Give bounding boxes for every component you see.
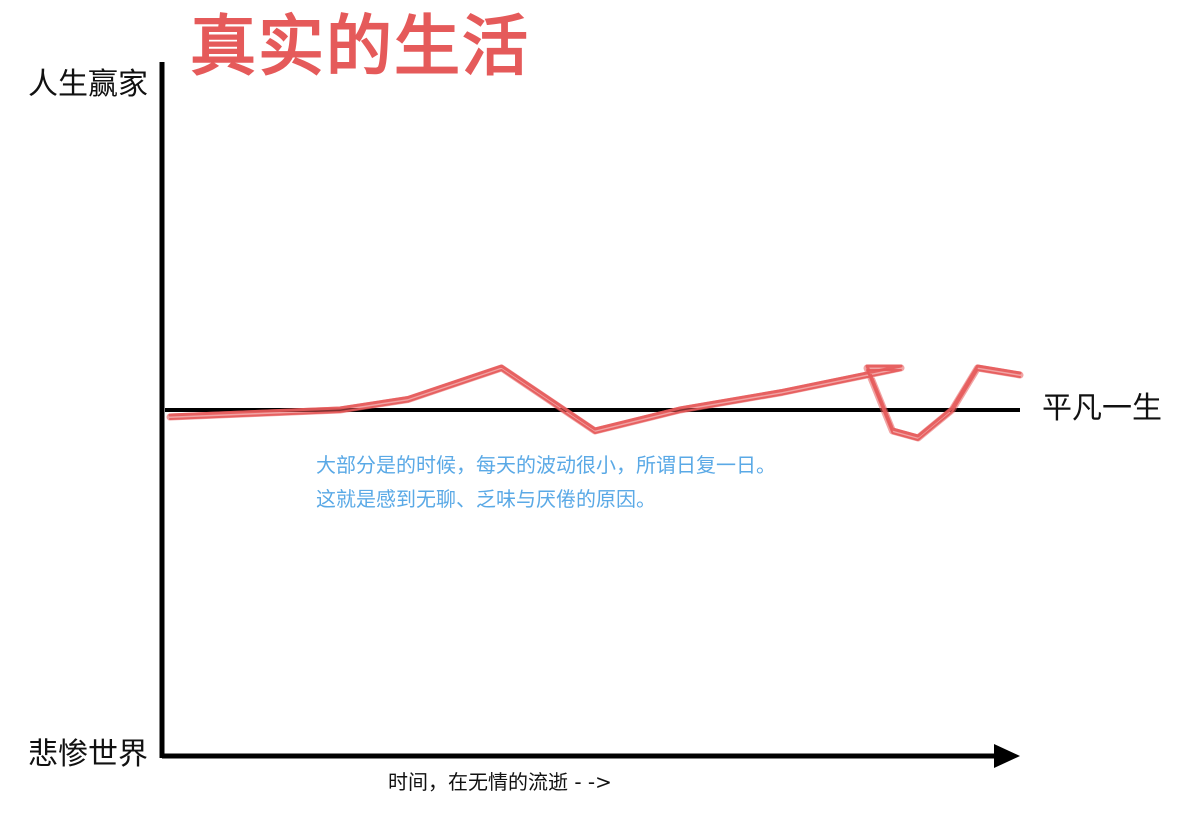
annotation-line-1: 大部分是的时候，每天的波动很小，所谓日复一日。 [316, 453, 776, 477]
annotation-line-2: 这就是感到无聊、乏味与厌倦的原因。 [316, 487, 656, 511]
baseline-label: 平凡一生 [1042, 391, 1162, 426]
life-line-stroke-3 [169, 369, 1021, 441]
x-axis-arrowhead [994, 744, 1020, 768]
y-axis-bottom-label: 悲惨世界 [28, 737, 148, 772]
chart-title: 真实的生活 [190, 8, 530, 85]
life-line-stroke-2 [168, 364, 1022, 438]
y-axis-top-label: 人生赢家 [28, 67, 148, 102]
annotation: 大部分是的时候，每天的波动很小，所谓日复一日。 这就是感到无聊、乏味与厌倦的原因… [316, 448, 776, 516]
life-line-stroke-1 [166, 364, 1024, 442]
x-axis-label: 时间，在无情的流逝 - -> [388, 770, 612, 794]
life-line-series [166, 364, 1024, 442]
